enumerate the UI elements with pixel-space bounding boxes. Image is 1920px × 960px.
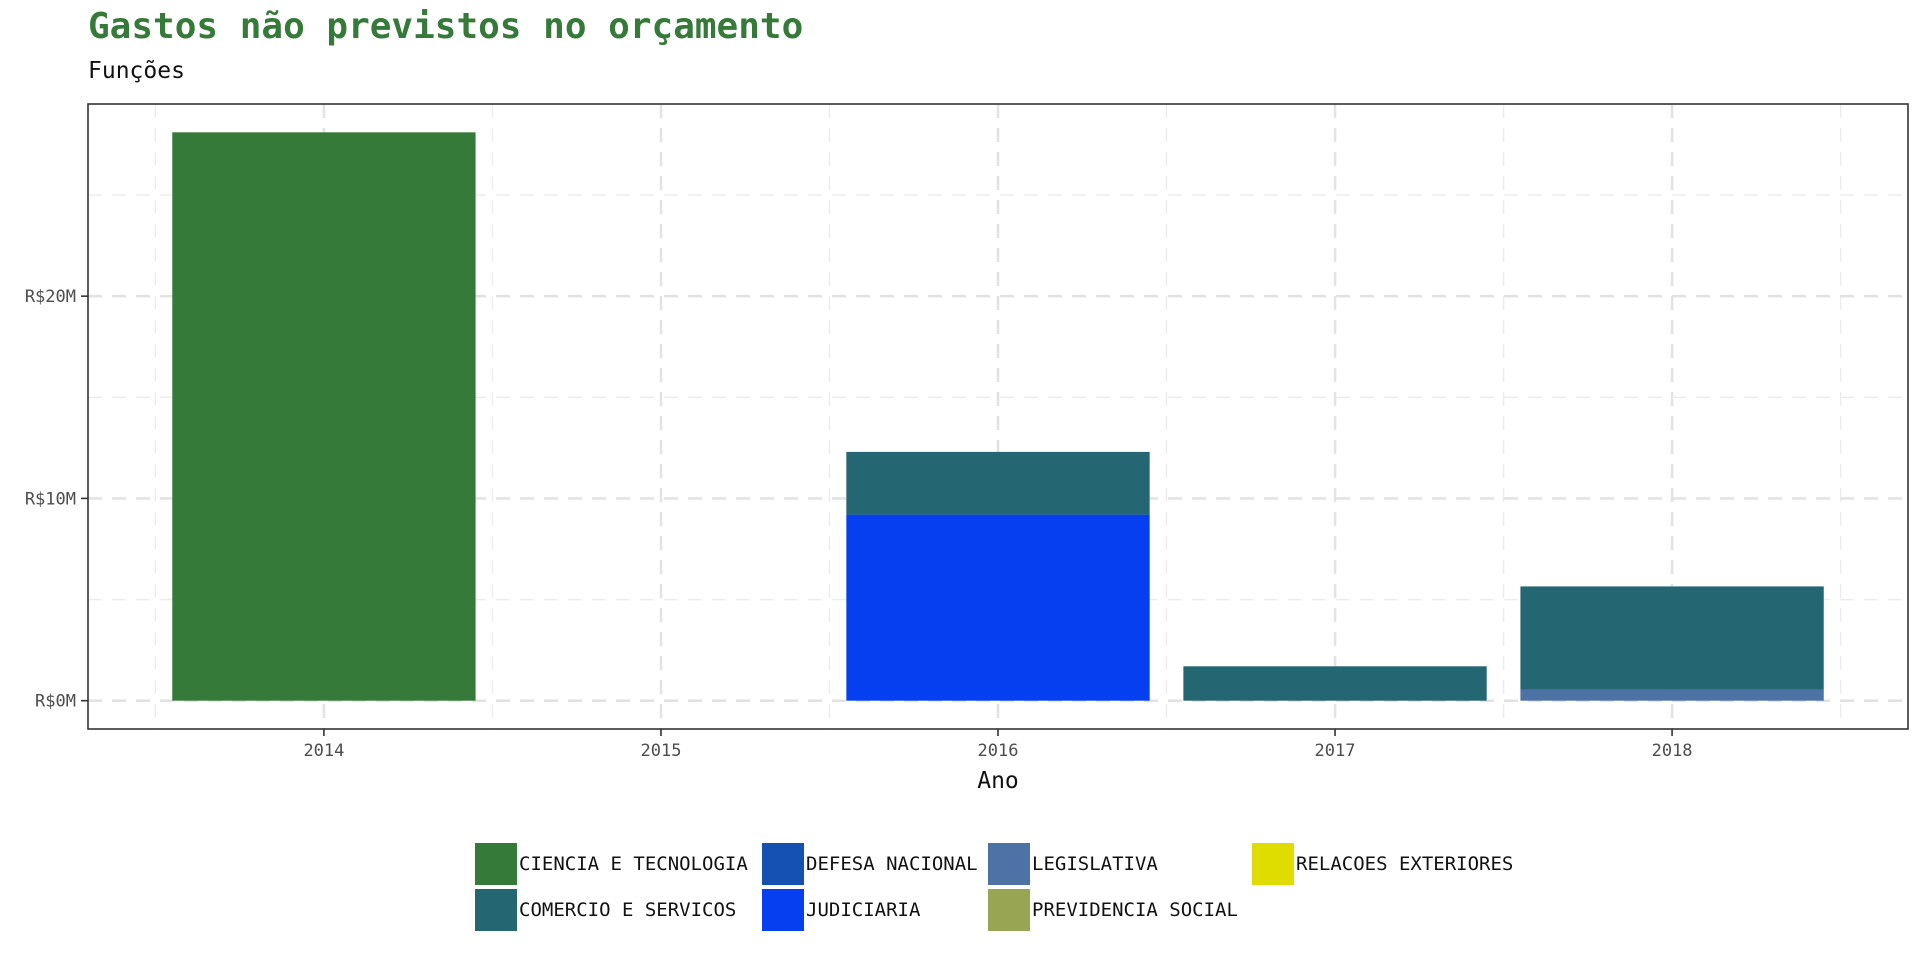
legend-swatch (988, 889, 1030, 931)
x-tick-label: 2016 (978, 741, 1019, 761)
chart-title: Gastos não previstos no orçamento (88, 6, 804, 47)
legend-swatch (762, 843, 804, 885)
chart-subtitle: Funções (88, 58, 185, 84)
legend-label: JUDICIARIA (806, 899, 921, 921)
bar-legislativa-2018 (1520, 689, 1824, 701)
legend-swatch (1252, 843, 1294, 885)
x-tick-label: 2018 (1652, 741, 1693, 761)
legend-item: DEFESA NACIONAL (762, 842, 978, 886)
bar-judiciaria-2016 (846, 514, 1150, 701)
legend-swatch (988, 843, 1030, 885)
legend-item: RELACOES EXTERIORES (1252, 842, 1513, 886)
legend: CIENCIA E TECNOLOGIA COMERCIO E SERVICOS D… (475, 842, 1575, 942)
legend-item: JUDICIARIA (762, 888, 920, 932)
bar-chart: R$0M R$10M R$20M 2014 2015 2016 2017 2018 Ano (25, 103, 1909, 794)
bar-comercio-e-servicos-2018 (1520, 586, 1824, 690)
x-axis-title: Ano (977, 768, 1019, 794)
legend-swatch (762, 889, 804, 931)
legend-item: PREVIDENCIA SOCIAL (988, 888, 1238, 932)
bar-comercio-e-servicos-2017 (1183, 666, 1487, 701)
legend-swatch (475, 843, 517, 885)
y-tick-label: R$0M (35, 692, 76, 712)
bars (172, 132, 1824, 701)
x-tick-label: 2015 (640, 741, 681, 761)
y-tick-label: R$20M (25, 287, 76, 307)
legend-label: COMERCIO E SERVICOS (519, 899, 737, 921)
bar-ciencia-e-tecnologia-2014 (172, 132, 476, 701)
legend-label: LEGISLATIVA (1032, 853, 1158, 875)
x-tick-label: 2017 (1315, 741, 1356, 761)
legend-item: CIENCIA E TECNOLOGIA (475, 842, 748, 886)
legend-item: COMERCIO E SERVICOS (475, 888, 736, 932)
legend-label: PREVIDENCIA SOCIAL (1032, 899, 1238, 921)
legend-item: LEGISLATIVA (988, 842, 1158, 886)
y-tick-label: R$10M (25, 489, 76, 509)
legend-swatch (475, 889, 517, 931)
x-tick-label: 2014 (303, 741, 344, 761)
legend-label: CIENCIA E TECNOLOGIA (519, 853, 748, 875)
legend-label: RELACOES EXTERIORES (1296, 853, 1514, 875)
bar-comercio-e-servicos-2016 (846, 451, 1150, 515)
legend-label: DEFESA NACIONAL (806, 853, 978, 875)
